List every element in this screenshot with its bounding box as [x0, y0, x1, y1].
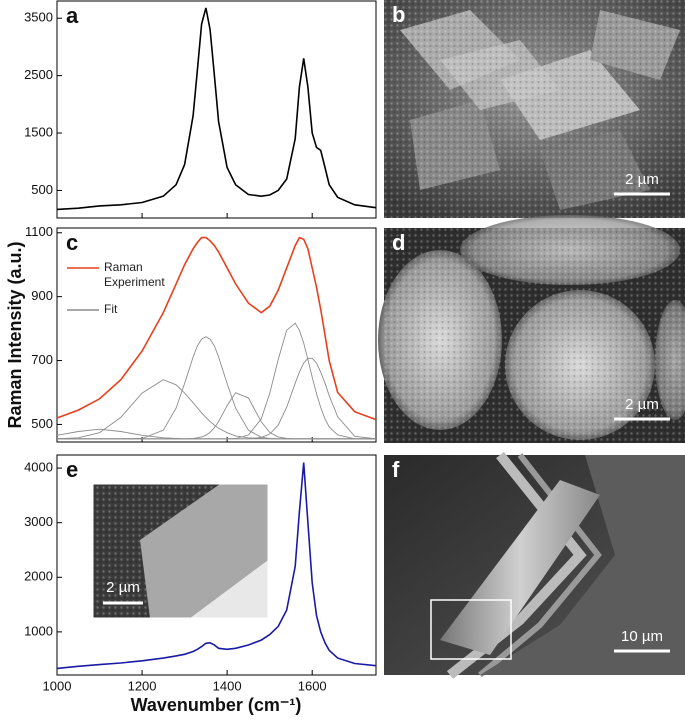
- x-tick-label: 1200: [128, 678, 157, 693]
- panel-label: b: [392, 2, 405, 27]
- y-tick-label: 500: [31, 182, 53, 197]
- y-tick-label: 4000: [24, 460, 53, 475]
- plot-frame: [56, 227, 377, 443]
- y-tick-label: 1500: [24, 124, 53, 139]
- spectrum-line: [56, 379, 376, 440]
- x-tick-label: 1400: [213, 678, 242, 693]
- spectrum-line: [56, 236, 377, 421]
- y-tick-label: 500: [31, 416, 53, 431]
- spectrum-line: [56, 462, 377, 670]
- y-tick-label: 700: [31, 352, 53, 367]
- sem-image-f: [384, 451, 685, 679]
- spectrum-line: [57, 322, 376, 440]
- panel-label: a: [66, 3, 79, 28]
- panel-label: f: [392, 457, 400, 482]
- sem-image-b: [384, 0, 685, 218]
- scale-bar-label: 10 µm: [621, 628, 663, 645]
- panel-label: d: [392, 230, 405, 255]
- spectrum-line: [56, 7, 377, 211]
- scale-bar-label: 2 µm: [106, 579, 140, 596]
- y-tick-label: 900: [31, 288, 53, 303]
- x-tick-label: 1000: [43, 678, 72, 693]
- spectrum-line: [56, 428, 376, 440]
- plot-frame: [56, 454, 377, 676]
- scale-bar-label: 2 µm: [625, 396, 659, 413]
- panel-label: e: [66, 457, 78, 482]
- y-tick-label: 2000: [24, 569, 53, 584]
- spectrum-line: [57, 392, 376, 440]
- y-tick-label: 1000: [24, 623, 53, 638]
- x-tick-label: 1600: [298, 678, 327, 693]
- sem-image-d: [378, 215, 685, 443]
- panel-label: c: [66, 230, 78, 255]
- scale-bar-label: 2 µm: [625, 171, 659, 188]
- y-tick-label: 3500: [24, 10, 53, 25]
- legend-label: Fit: [104, 302, 118, 316]
- y-axis-label: Raman Intensity (a.u.): [5, 241, 25, 428]
- y-tick-label: 3000: [24, 514, 53, 529]
- sem-inset: [92, 483, 269, 619]
- plot-frame: [56, 0, 377, 219]
- x-axis-label: Wavenumber (cm⁻¹): [131, 695, 302, 715]
- y-tick-label: 1100: [25, 224, 53, 239]
- legend-label: Raman Experiment: [104, 260, 165, 289]
- y-tick-label: 2500: [24, 67, 53, 82]
